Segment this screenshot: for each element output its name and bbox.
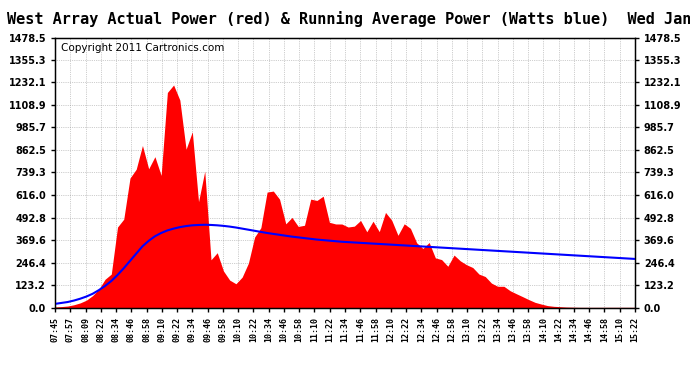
Text: West Array Actual Power (red) & Running Average Power (Watts blue)  Wed Jan 5 15: West Array Actual Power (red) & Running … bbox=[7, 11, 690, 27]
Text: Copyright 2011 Cartronics.com: Copyright 2011 Cartronics.com bbox=[61, 43, 224, 53]
